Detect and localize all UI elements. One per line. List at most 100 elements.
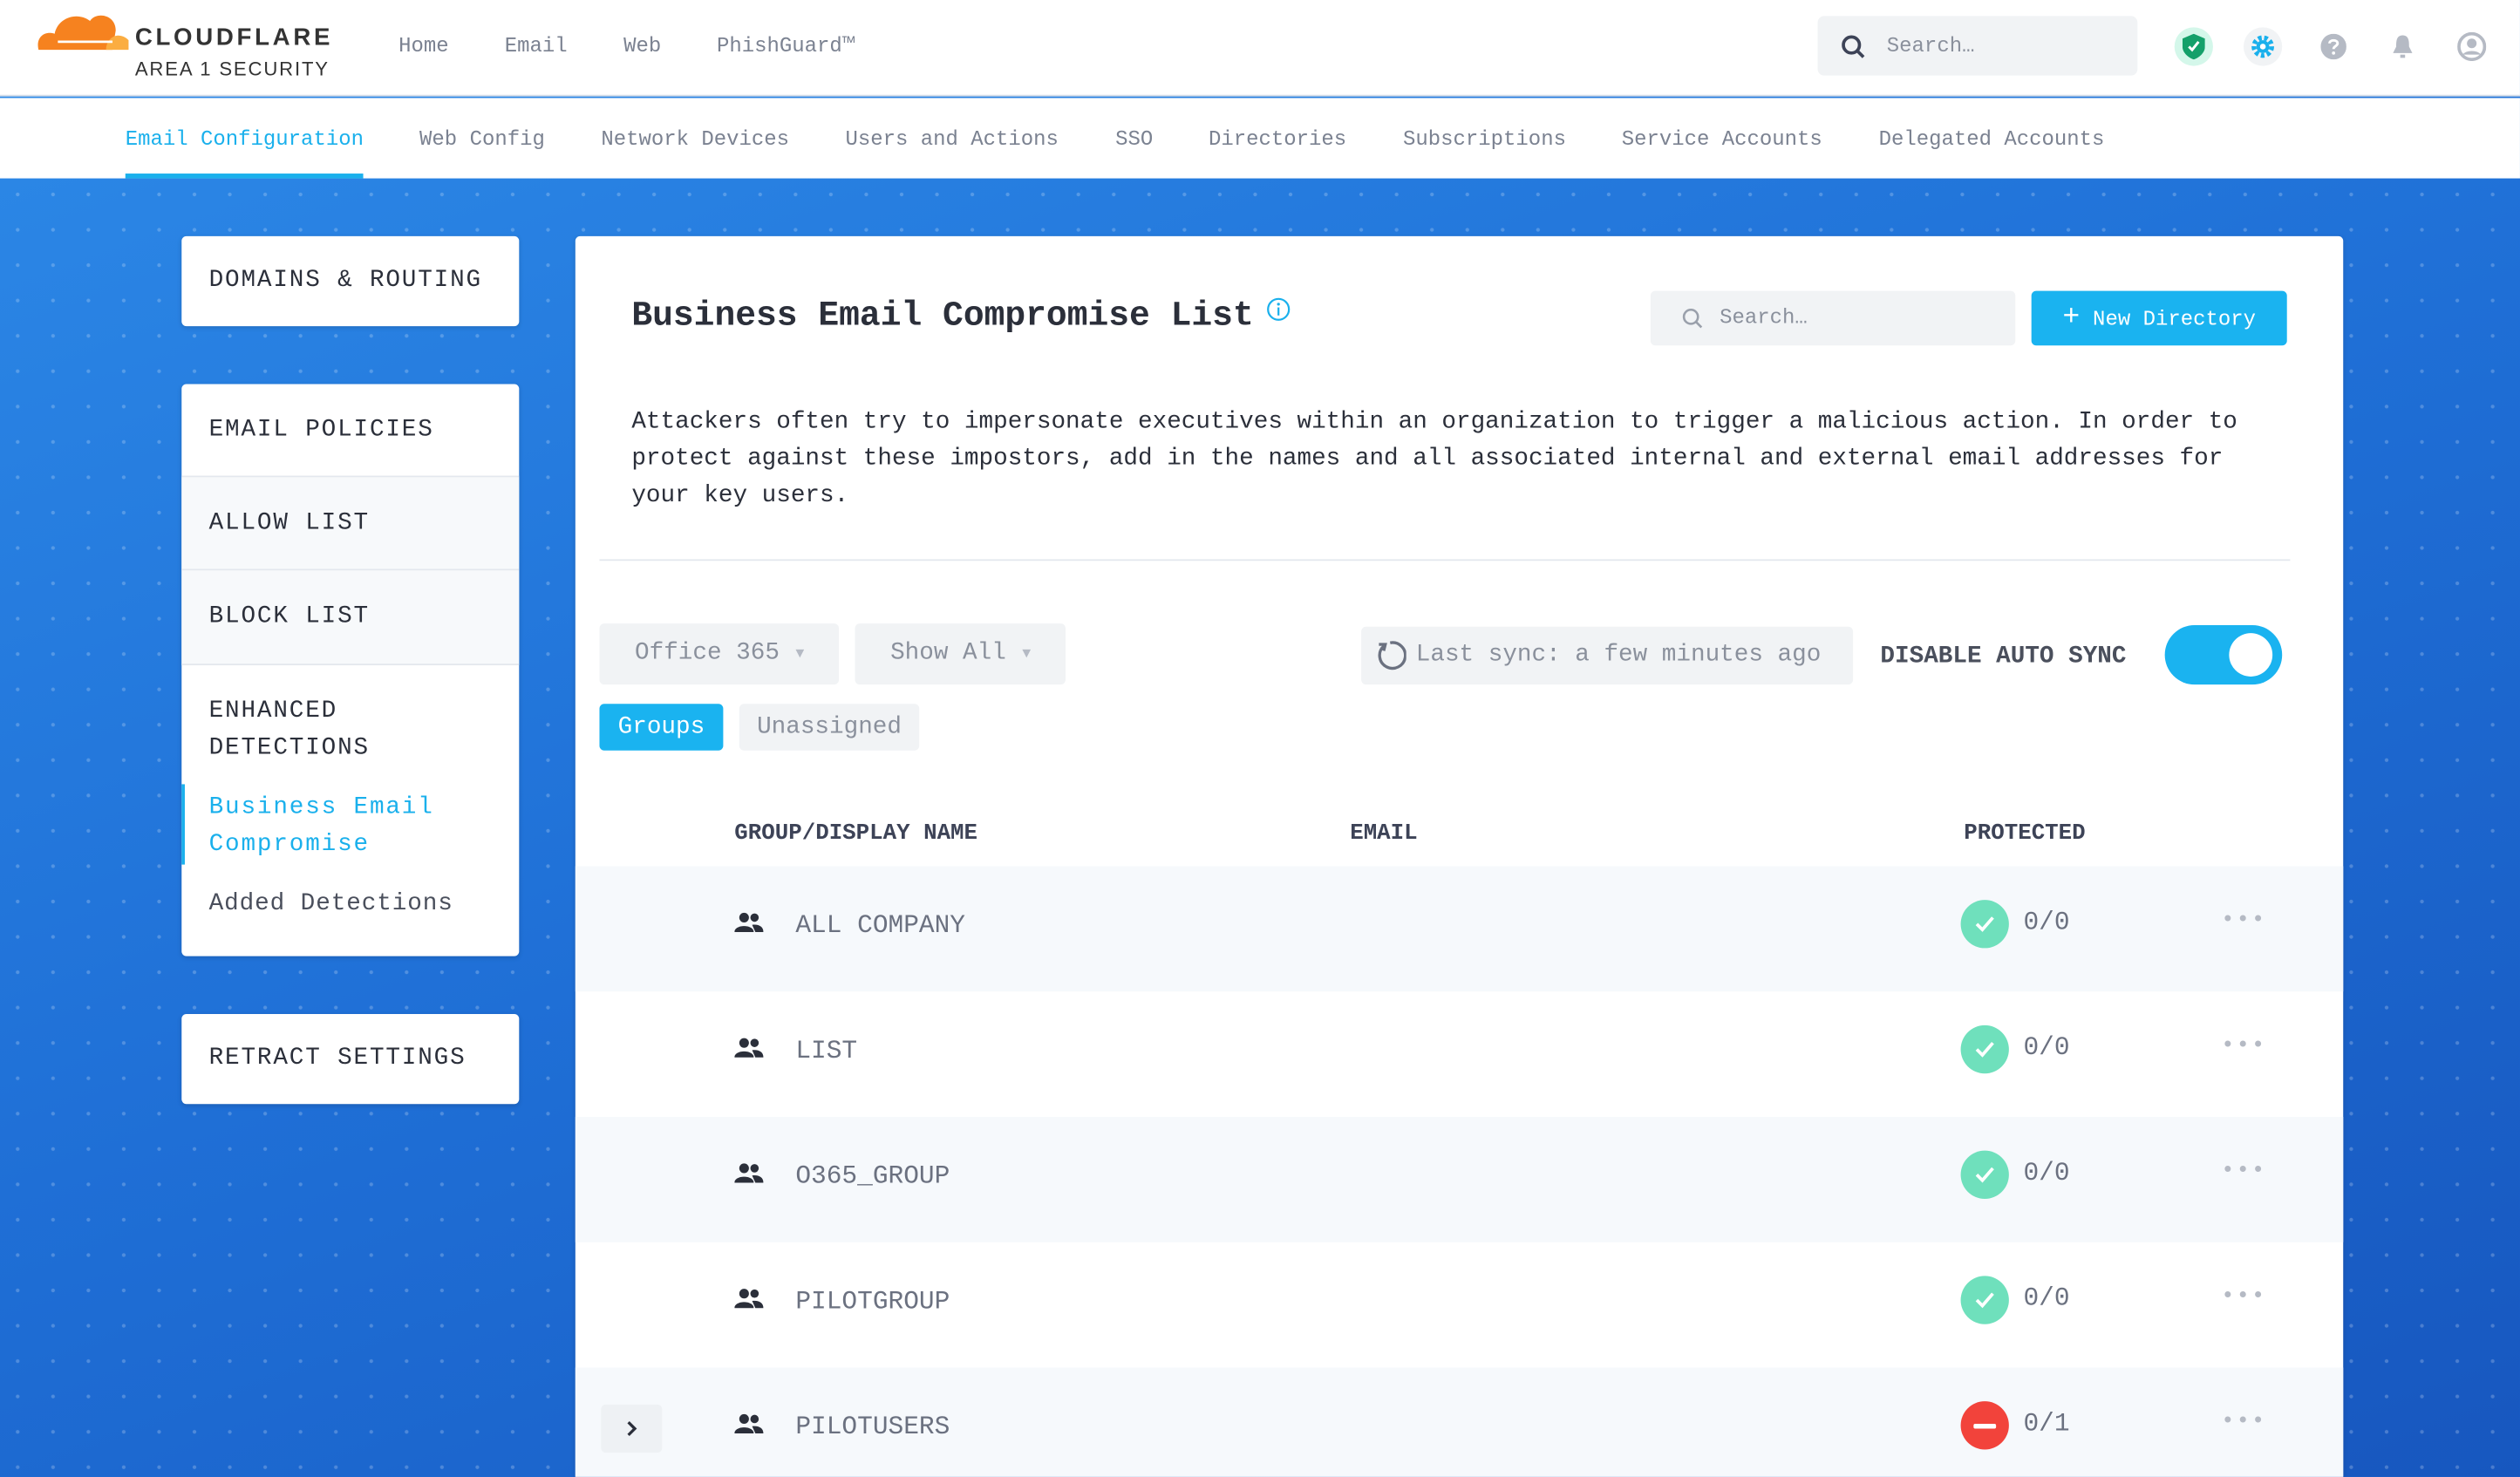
show-filter-value: Show All bbox=[890, 639, 1006, 667]
new-directory-button[interactable]: + New Directory bbox=[2031, 290, 2287, 346]
more-actions-icon[interactable]: ••• bbox=[2221, 1283, 2267, 1310]
enhanced-label-1: ENHANCED bbox=[208, 697, 338, 725]
sidebar-item-email-policies[interactable]: EMAIL POLICIES bbox=[181, 385, 520, 478]
sidebar-retract-settings[interactable]: RETRACT SETTINGS bbox=[181, 1013, 520, 1105]
new-directory-label: New Directory bbox=[2093, 306, 2256, 330]
column-header-name[interactable]: GROUP/DISPLAY NAME bbox=[734, 820, 978, 847]
groups-table-body: ALL COMPANY 0/0 ••• LIST 0/0 ••• O365_GR… bbox=[575, 866, 2344, 1477]
gear-icon[interactable] bbox=[2243, 27, 2283, 66]
tab-subscriptions[interactable]: Subscriptions bbox=[1403, 126, 1566, 152]
more-actions-icon[interactable]: ••• bbox=[2221, 1033, 2267, 1059]
table-row[interactable]: ALL COMPANY 0/0 ••• bbox=[575, 866, 2344, 992]
group-name: LIST bbox=[795, 1036, 858, 1065]
check-circle-icon bbox=[1960, 1276, 2009, 1324]
sidebar-item-added-detections[interactable]: Added Detections bbox=[181, 882, 519, 930]
last-sync-text: Last sync: a few minutes ago bbox=[1415, 641, 1822, 669]
help-icon[interactable] bbox=[2314, 27, 2353, 65]
brand-name: CLOUDFLARE bbox=[134, 24, 334, 51]
refresh-icon bbox=[1378, 641, 1406, 670]
chevron-right-icon bbox=[627, 1420, 637, 1437]
protected-count: 0/0 bbox=[2023, 1283, 2070, 1313]
show-filter-dropdown[interactable]: Show All ▼ bbox=[855, 623, 1066, 685]
protected-count: 0/0 bbox=[2023, 1033, 2070, 1063]
table-row[interactable]: PILOTGROUP 0/0 ••• bbox=[576, 1242, 2343, 1368]
bec-label-1: Business Email bbox=[208, 793, 434, 821]
sidebar-item-enhanced-detections[interactable]: ENHANCED DETECTIONS bbox=[181, 690, 519, 770]
sidebar-domains-routing[interactable]: DOMAINS & ROUTING bbox=[181, 235, 520, 327]
nav-email[interactable]: Email bbox=[504, 33, 568, 58]
sync-now-button[interactable]: Last sync: a few minutes ago bbox=[1361, 626, 1854, 685]
tab-directories[interactable]: Directories bbox=[1209, 126, 1347, 152]
shield-check-icon[interactable] bbox=[2174, 27, 2213, 66]
group-icon bbox=[734, 1289, 764, 1309]
tab-sso[interactable]: SSO bbox=[1115, 126, 1154, 152]
group-name: PILOTGROUP bbox=[795, 1287, 950, 1317]
sidebar-item-business-email-compromise[interactable]: Business Email Compromise bbox=[181, 784, 519, 865]
expand-row-button[interactable] bbox=[601, 1404, 663, 1453]
list-search-input[interactable]: Search… bbox=[1650, 290, 2016, 346]
toggle-knob bbox=[2229, 633, 2273, 677]
sidebar-item-label: Added Detections bbox=[208, 890, 453, 918]
sidebar-item-label: RETRACT SETTINGS bbox=[208, 1045, 467, 1072]
sidebar-item-label: DOMAINS & ROUTING bbox=[208, 266, 482, 295]
page-title: Business Email Compromise List bbox=[631, 296, 1254, 337]
group-icon bbox=[734, 1038, 764, 1058]
enhanced-label-2: DETECTIONS bbox=[208, 734, 370, 762]
brand-subtitle: AREA 1 SECURITY bbox=[134, 58, 330, 81]
bell-icon[interactable] bbox=[2383, 27, 2421, 65]
column-header-protected[interactable]: PROTECTED bbox=[1964, 820, 2086, 847]
table-row[interactable]: LIST 0/0 ••• bbox=[576, 991, 2343, 1117]
check-circle-icon bbox=[1960, 900, 2009, 949]
description-line: Attackers often try to impersonate execu… bbox=[631, 408, 2237, 436]
tab-service-accounts[interactable]: Service Accounts bbox=[1621, 126, 1822, 152]
check-circle-icon bbox=[1960, 1150, 2009, 1199]
info-icon[interactable] bbox=[1266, 297, 1291, 322]
user-icon[interactable] bbox=[2453, 27, 2491, 65]
sidebar-item-label: ALLOW LIST bbox=[208, 509, 370, 537]
sidebar-item-allow-list[interactable]: ALLOW LIST bbox=[181, 477, 520, 571]
tab-delegated-accounts[interactable]: Delegated Accounts bbox=[1878, 126, 2105, 152]
more-actions-icon[interactable]: ••• bbox=[2221, 1409, 2267, 1435]
table-row[interactable]: O365_GROUP 0/0 ••• bbox=[575, 1116, 2344, 1242]
table-row[interactable]: PILOTUSERS 0/1 ••• bbox=[575, 1367, 2344, 1477]
view-tab-unassigned[interactable]: Unassigned bbox=[739, 704, 920, 751]
group-icon bbox=[734, 912, 764, 932]
cloudflare-logo-icon bbox=[37, 15, 129, 51]
caret-down-icon: ▼ bbox=[795, 645, 805, 663]
column-header-email[interactable]: EMAIL bbox=[1350, 820, 1418, 847]
source-dropdown[interactable]: Office 365 ▼ bbox=[599, 623, 840, 685]
bec-label-2: Compromise bbox=[208, 830, 370, 859]
tab-users-and-actions[interactable]: Users and Actions bbox=[845, 126, 1059, 152]
nav-home[interactable]: Home bbox=[398, 33, 449, 58]
protected-count: 0/1 bbox=[2023, 1409, 2070, 1439]
nav-phishguard[interactable]: PhishGuard™ bbox=[717, 33, 855, 58]
description-line: protect against these impostors, add in … bbox=[631, 445, 2224, 473]
divider bbox=[599, 559, 2291, 562]
main-panel: Business Email Compromise List Search… +… bbox=[575, 235, 2344, 1477]
sidebar-policies-card: EMAIL POLICIES ALLOW LIST BLOCK LIST ENH… bbox=[181, 384, 520, 956]
caret-down-icon: ▼ bbox=[1022, 645, 1032, 663]
more-actions-icon[interactable]: ••• bbox=[2221, 1158, 2267, 1185]
list-search-placeholder: Search… bbox=[1720, 305, 1808, 330]
view-tab-groups[interactable]: Groups bbox=[599, 704, 724, 751]
header-search-input[interactable]: Search… bbox=[1817, 16, 2138, 76]
tab-email-configuration[interactable]: Email Configuration bbox=[125, 127, 364, 179]
sidebar-item-block-list[interactable]: BLOCK LIST bbox=[181, 570, 520, 666]
protected-count: 0/0 bbox=[2023, 908, 2070, 937]
auto-sync-toggle[interactable] bbox=[2164, 624, 2283, 685]
search-icon bbox=[1842, 35, 1865, 58]
search-icon bbox=[1682, 308, 1703, 329]
minus-circle-icon bbox=[1960, 1401, 2009, 1450]
tab-web-config[interactable]: Web Config bbox=[419, 126, 545, 152]
sidebar-item-label: EMAIL POLICIES bbox=[208, 416, 434, 444]
source-dropdown-value: Office 365 bbox=[635, 639, 780, 667]
more-actions-icon[interactable]: ••• bbox=[2221, 908, 2267, 934]
sub-navigation: Email Configuration Web Config Network D… bbox=[0, 98, 2520, 179]
header-search-placeholder: Search… bbox=[1886, 33, 1975, 58]
group-icon bbox=[734, 1163, 764, 1183]
description-line: your key users. bbox=[631, 481, 849, 510]
tab-network-devices[interactable]: Network Devices bbox=[601, 126, 790, 152]
nav-web[interactable]: Web bbox=[623, 33, 662, 58]
plus-icon: + bbox=[2062, 302, 2081, 335]
